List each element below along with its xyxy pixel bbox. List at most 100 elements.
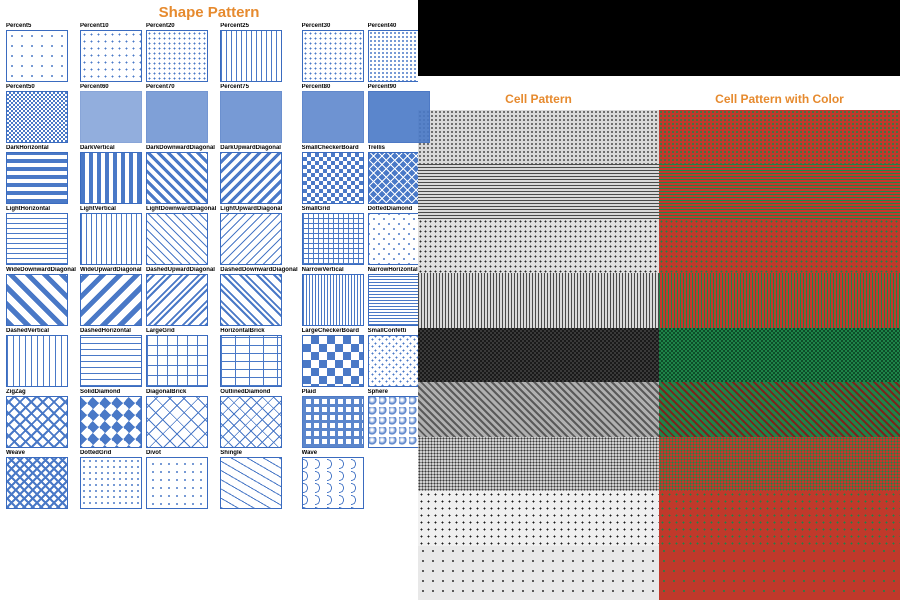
main-container: Shape Pattern Percent5 Percent10 Percent20… <box>0 0 900 600</box>
shape-cell-ZigZag: ZigZag <box>6 389 76 448</box>
shape-label: DashedUpwardDiagonal <box>146 267 216 273</box>
shape-swatch-ZigZag <box>6 396 68 448</box>
shape-label: Wave <box>302 450 364 456</box>
shape-cell-LargeCheckerBoard: LargeCheckerBoard <box>302 328 364 387</box>
shape-label: LightDownwardDiagonal <box>146 206 216 212</box>
shape-swatch-LightVertical <box>80 213 142 265</box>
shape-label: LightUpwardDiagonal <box>220 206 297 212</box>
shape-swatch-Percent50 <box>6 91 68 143</box>
shape-cell-DashedHorizontal: DashedHorizontal <box>80 328 142 387</box>
shape-cell-OutlinedDiamond: OutlinedDiamond <box>220 389 297 448</box>
shape-swatch-Percent25 <box>220 30 282 82</box>
shape-cell-DarkUpwardDiagonal: DarkUpwardDiagonal <box>220 145 297 204</box>
shape-label: Percent75 <box>220 84 297 90</box>
shape-swatch-Percent80 <box>302 91 364 143</box>
cell-row-g2 <box>418 164 659 218</box>
shape-label: DashedVertical <box>6 328 76 334</box>
shape-label: Percent70 <box>146 84 216 90</box>
shape-swatch-LightDownwardDiagonal <box>146 213 208 265</box>
shape-label: SmallGrid <box>302 206 364 212</box>
shape-label: Percent30 <box>302 23 364 29</box>
shape-pattern-grid: Percent5 Percent10 Percent20 Percent25 Perce… <box>6 23 412 509</box>
shape-swatch-DarkHorizontal <box>6 152 68 204</box>
shape-label: Divot <box>146 450 216 456</box>
cell-row-g1 <box>418 110 659 164</box>
shape-swatch-WideDownwardDiagonal <box>6 274 68 326</box>
shape-cell-WideUpwardDiagonal: WideUpwardDiagonal <box>80 267 142 326</box>
shape-cell-DarkDownwardDiagonal: DarkDownwardDiagonal <box>146 145 216 204</box>
shape-cell-Percent80: Percent80 <box>302 84 364 143</box>
shape-swatch-LightUpwardDiagonal <box>220 213 282 265</box>
shape-swatch-DashedDownwardDiagonal <box>220 274 282 326</box>
cell-row-c8 <box>659 491 900 545</box>
shape-cell-LightVertical: LightVertical <box>80 206 142 265</box>
shape-cell-Percent10: Percent10 <box>80 23 142 82</box>
cell-row-g3 <box>418 219 659 273</box>
shape-label: DarkVertical <box>80 145 142 151</box>
cell-pattern-header: Cell Pattern Cell Pattern with Color <box>418 76 900 110</box>
shape-swatch-SmallCheckerBoard <box>302 152 364 204</box>
shape-cell-WideDownwardDiagonal: WideDownwardDiagonal <box>6 267 76 326</box>
shape-cell-Percent5: Percent5 <box>6 23 76 82</box>
shape-swatch-Percent75 <box>220 91 282 143</box>
shape-swatch-Percent90 <box>368 91 430 143</box>
shape-pattern-panel: Shape Pattern Percent5 Percent10 Percent20… <box>0 0 418 600</box>
shape-cell-DiagonalBrick: DiagonalBrick <box>146 389 216 448</box>
shape-label: Percent20 <box>146 23 216 29</box>
shape-label: Percent60 <box>80 84 142 90</box>
shape-label: Percent10 <box>80 23 142 29</box>
cell-row-c3 <box>659 219 900 273</box>
shape-cell-DashedDownwardDiagonal: DashedDownwardDiagonal <box>220 267 297 326</box>
shape-swatch-Percent70 <box>146 91 208 143</box>
shape-swatch-Divot <box>146 457 208 509</box>
shape-label: Percent5 <box>6 23 76 29</box>
shape-swatch-SmallGrid <box>302 213 364 265</box>
shape-label: LargeGrid <box>146 328 216 334</box>
shape-label: Plaid <box>302 389 364 395</box>
shape-cell-Plaid: Plaid <box>302 389 364 448</box>
cell-row-g8 <box>418 491 659 545</box>
shape-label: DarkHorizontal <box>6 145 76 151</box>
shape-label: Weave <box>6 450 76 456</box>
shape-label: DashedDownwardDiagonal <box>220 267 297 273</box>
shape-label: ZigZag <box>6 389 76 395</box>
cell-row-c6 <box>659 382 900 436</box>
cell-row-c2 <box>659 164 900 218</box>
cell-row-c5 <box>659 328 900 382</box>
shape-pattern-title: Shape Pattern <box>6 4 412 21</box>
shape-label: Percent80 <box>302 84 364 90</box>
shape-swatch-DashedUpwardDiagonal <box>146 274 208 326</box>
shape-swatch-LargeCheckerBoard <box>302 335 364 387</box>
shape-cell-DarkVertical: DarkVertical <box>80 145 142 204</box>
shape-cell-NarrowVertical: NarrowVertical <box>302 267 364 326</box>
cell-row-c9 <box>659 546 900 600</box>
shape-label: OutlinedDiamond <box>220 389 297 395</box>
cell-pattern-color-column <box>659 110 900 600</box>
shape-label: WideUpwardDiagonal <box>80 267 142 273</box>
shape-cell-Percent70: Percent70 <box>146 84 216 143</box>
shape-label: DarkUpwardDiagonal <box>220 145 297 151</box>
cell-pattern-title: Cell Pattern <box>418 92 659 106</box>
shape-label: SmallCheckerBoard <box>302 145 364 151</box>
shape-label: NarrowVertical <box>302 267 364 273</box>
shape-swatch-SolidDiamond <box>80 396 142 448</box>
shape-cell-SolidDiamond: SolidDiamond <box>80 389 142 448</box>
shape-swatch-Wave <box>302 457 364 509</box>
shape-cell-Wave: Wave <box>302 450 364 509</box>
shape-swatch-Percent60 <box>80 91 142 143</box>
shape-label: DashedHorizontal <box>80 328 142 334</box>
shape-label: WideDownwardDiagonal <box>6 267 76 273</box>
shape-label: Percent50 <box>6 84 76 90</box>
shape-swatch-Plaid <box>302 396 364 448</box>
cell-row-g7 <box>418 437 659 491</box>
cell-row-g4 <box>418 273 659 327</box>
shape-swatch-LightHorizontal <box>6 213 68 265</box>
shape-cell-Percent25: Percent25 <box>220 23 297 82</box>
cell-row-g9 <box>418 546 659 600</box>
shape-cell-Shingle: Shingle <box>220 450 297 509</box>
shape-label: LargeCheckerBoard <box>302 328 364 334</box>
cell-pattern-body <box>418 110 900 600</box>
shape-cell-SmallCheckerBoard: SmallCheckerBoard <box>302 145 364 204</box>
shape-cell-SmallGrid: SmallGrid <box>302 206 364 265</box>
cell-pattern-panel: Cell Pattern Cell Pattern with Color <box>418 0 900 600</box>
